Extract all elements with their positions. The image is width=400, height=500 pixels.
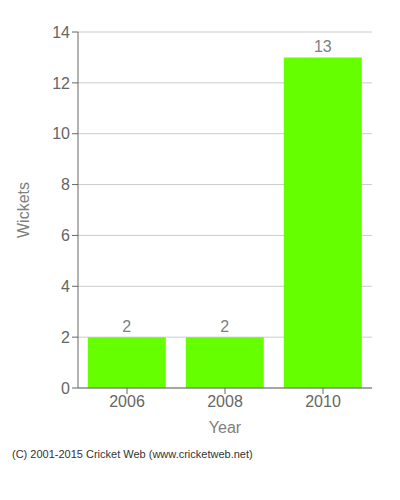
html-text:(C) 2001-2015 Cricket Web (www: (C) 2001-2015 Cricket Web (www.cricketwe… [12,448,253,460]
svg-text:4: 4 [61,278,70,295]
svg-text:2: 2 [61,329,70,346]
svg-text:12: 12 [52,75,70,92]
svg-text:2: 2 [122,318,131,335]
svg-text:10: 10 [52,125,70,142]
svg-text:Wickets: Wickets [15,182,32,238]
svg-text:2010: 2010 [305,393,341,410]
svg-text:Year: Year [209,419,242,436]
svg-text:8: 8 [61,176,70,193]
svg-text:6: 6 [61,227,70,244]
svg-text:2: 2 [220,318,229,335]
svg-text:2008: 2008 [207,393,243,410]
svg-text:0: 0 [61,380,70,397]
svg-text:2006: 2006 [109,393,145,410]
svg-text:13: 13 [314,38,332,55]
svg-text:14: 14 [52,24,70,41]
